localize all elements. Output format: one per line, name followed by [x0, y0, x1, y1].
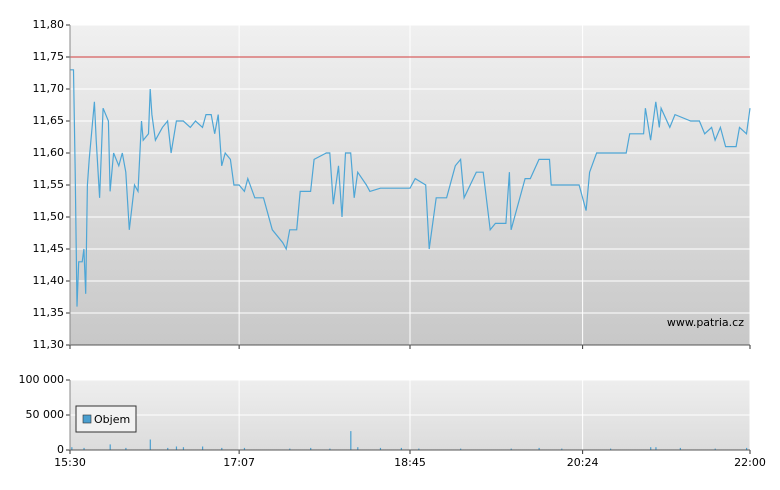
y-tick-label: 11,80 [33, 18, 65, 31]
legend-swatch [82, 414, 92, 424]
y-tick-label: 11,75 [33, 50, 65, 63]
volume-bar [714, 448, 716, 450]
volume-bar [746, 447, 748, 450]
volume-bar [125, 447, 127, 450]
volume-bar [655, 447, 657, 450]
watermark: www.patria.cz [667, 316, 744, 329]
y-tick-label: 11,60 [33, 146, 65, 159]
volume-bar [561, 448, 563, 450]
legend-label: Objem [94, 413, 130, 426]
volume-bar [243, 447, 246, 450]
volume-bar [310, 447, 312, 450]
volume-bar [289, 448, 291, 450]
volume-bar [175, 446, 178, 450]
y-tick-label: 11,55 [33, 178, 65, 191]
volume-bar [460, 448, 462, 450]
y-tick-label: 100 000 [19, 373, 65, 386]
volume-bar [538, 447, 540, 450]
volume-bar [221, 447, 223, 450]
x-tick-label: 20:24 [567, 456, 599, 469]
volume-bar [379, 447, 382, 450]
y-tick-label: 11,40 [33, 274, 65, 287]
volume-bar [109, 444, 111, 450]
volume-bar [202, 446, 204, 450]
x-tick-label: 22:00 [734, 456, 766, 469]
y-tick-label: 0 [57, 443, 64, 456]
volume-bar [182, 447, 185, 450]
volume-bar [679, 447, 681, 450]
y-tick-label: 11,70 [33, 82, 65, 95]
x-tick-label: 18:45 [394, 456, 426, 469]
volume-bar [357, 447, 359, 450]
volume-bar [510, 448, 512, 450]
y-tick-label: 11,30 [33, 338, 65, 351]
volume-bar [650, 447, 652, 450]
y-tick-label: 11,45 [33, 242, 65, 255]
volume-bar [610, 448, 612, 450]
volume-bar [83, 447, 85, 450]
price-line [70, 69, 751, 307]
volume-bar [71, 447, 73, 450]
volume-bar [350, 431, 352, 450]
volume-bar [400, 447, 402, 450]
volume-bar [167, 447, 169, 450]
volume-bar [329, 448, 331, 450]
volume-bar [149, 439, 151, 450]
x-tick-label: 17:07 [223, 456, 255, 469]
y-tick-label: 11,50 [33, 210, 65, 223]
x-tick-label: 15:30 [54, 456, 86, 469]
y-tick-label: 50 000 [26, 408, 65, 421]
volume-bar [418, 448, 420, 450]
y-tick-label: 11,35 [33, 306, 65, 319]
y-tick-label: 11,65 [33, 114, 65, 127]
